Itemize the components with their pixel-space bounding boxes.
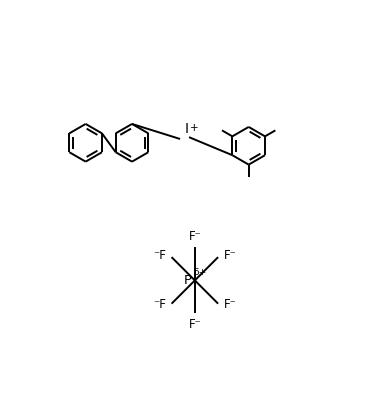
Text: F⁻: F⁻ bbox=[223, 298, 236, 311]
Text: ⁻F: ⁻F bbox=[153, 249, 166, 262]
Text: I: I bbox=[185, 122, 189, 136]
Text: F⁻: F⁻ bbox=[188, 318, 201, 331]
Text: ⁻F: ⁻F bbox=[153, 298, 166, 311]
Text: 5+: 5+ bbox=[194, 268, 207, 277]
Text: +: + bbox=[190, 123, 199, 133]
Text: P: P bbox=[184, 274, 192, 287]
Text: F⁻: F⁻ bbox=[223, 249, 236, 262]
Text: F⁻: F⁻ bbox=[188, 230, 201, 243]
